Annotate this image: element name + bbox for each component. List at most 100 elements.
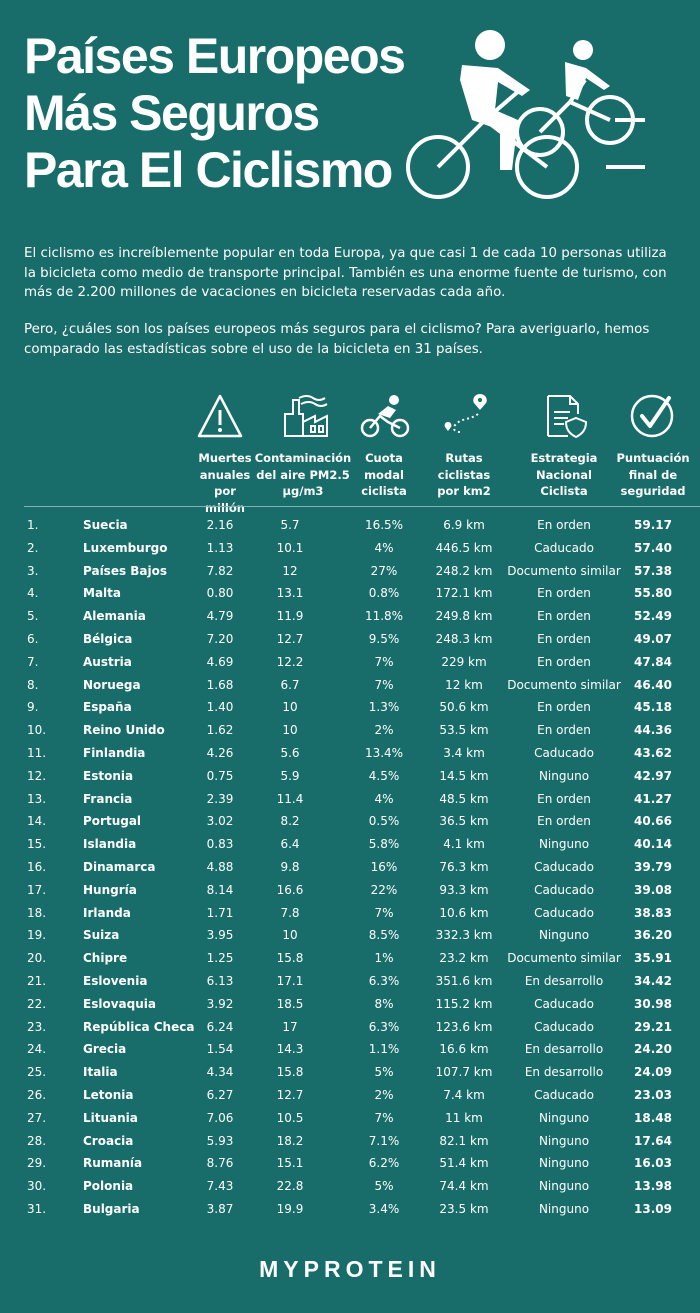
rank-cell: 27. bbox=[27, 1110, 47, 1125]
country-cell: Croacia bbox=[83, 1133, 134, 1148]
rank-cell: 15. bbox=[27, 837, 47, 852]
deaths-cell: 1.13 bbox=[206, 540, 234, 555]
strategy-cell: Caducado bbox=[534, 745, 594, 760]
deaths-cell: 4.69 bbox=[206, 654, 234, 669]
strategy-cell: Ninguno bbox=[538, 1201, 590, 1216]
score-cell: 46.40 bbox=[634, 677, 672, 692]
share-cell: 7% bbox=[374, 654, 394, 669]
score-cell: 24.20 bbox=[634, 1042, 672, 1057]
score-cell: 42.97 bbox=[634, 768, 672, 783]
share-cell: 13.4% bbox=[364, 745, 404, 760]
rank-cell: 8. bbox=[27, 677, 39, 692]
strategy-cell: Ninguno bbox=[538, 1133, 590, 1148]
routes-cell: 11 km bbox=[445, 1110, 483, 1125]
header-divider bbox=[24, 506, 700, 507]
score-cell: 18.48 bbox=[634, 1110, 672, 1125]
country-cell: Reino Unido bbox=[83, 723, 165, 738]
pm25-cell: 19.9 bbox=[276, 1201, 304, 1216]
strategy-cell: Caducado bbox=[534, 996, 594, 1011]
table-row: 4. Malta 0.80 13.1 0.8% 172.1 km En orden 55.80 bbox=[0, 582, 700, 605]
strategy-cell: En orden bbox=[537, 631, 591, 646]
pm25-cell: 17 bbox=[282, 1019, 298, 1034]
deaths-cell: 3.92 bbox=[206, 996, 234, 1011]
table-row: 25. Italia 4.34 15.8 5% 107.7 km En desarrollo… bbox=[0, 1061, 700, 1084]
country-cell: Luxemburgo bbox=[83, 540, 168, 555]
deaths-cell: 0.83 bbox=[206, 837, 234, 852]
table-row: 11. Finlandia 4.26 5.6 13.4% 3.4 km Caducado 43… bbox=[0, 742, 700, 765]
column-header-routes: Rutas ciclistas por km2 bbox=[437, 451, 491, 498]
strategy-cell: Caducado bbox=[534, 1087, 594, 1102]
ranking-table: 1. Suecia 2.16 5.7 16.5% 6.9 km En orden 59.17 2… bbox=[0, 514, 700, 1221]
deaths-cell: 6.27 bbox=[206, 1087, 234, 1102]
routes-cell: 4.1 km bbox=[443, 837, 485, 852]
strategy-cell: Caducado bbox=[534, 859, 594, 874]
strategy-cell: Ninguno bbox=[538, 768, 590, 783]
deaths-cell: 3.87 bbox=[206, 1201, 234, 1216]
table-row: 21. Eslovenia 6.13 17.1 6.3% 351.6 km En desar… bbox=[0, 970, 700, 993]
share-cell: 27% bbox=[370, 563, 398, 578]
table-row: 2. Luxemburgo 1.13 10.1 4% 446.5 km Caducado 57… bbox=[0, 537, 700, 560]
pm25-cell: 9.8 bbox=[280, 859, 300, 874]
score-cell: 59.17 bbox=[634, 518, 672, 532]
deaths-cell: 7.20 bbox=[206, 631, 234, 646]
country-cell: Lituania bbox=[83, 1110, 138, 1125]
routes-cell: 229 km bbox=[441, 654, 487, 669]
routes-cell: 10.6 km bbox=[439, 905, 489, 920]
deaths-cell: 1.68 bbox=[206, 677, 234, 692]
page-title: Países Europeos Más Seguros Para El Cicl… bbox=[24, 28, 424, 199]
share-cell: 4.5% bbox=[368, 768, 400, 783]
routes-cell: 12 km bbox=[445, 677, 483, 692]
share-cell: 7% bbox=[374, 905, 394, 920]
routes-cell: 6.9 km bbox=[443, 518, 485, 532]
routes-cell: 248.3 km bbox=[435, 631, 493, 646]
strategy-cell: Caducado bbox=[534, 1019, 594, 1034]
share-cell: 7.1% bbox=[368, 1133, 400, 1148]
routes-cell: 23.5 km bbox=[439, 1201, 489, 1216]
country-cell: Polonia bbox=[83, 1179, 134, 1194]
column-header-share: Cuota modal ciclista bbox=[361, 451, 407, 498]
table-row: 8. Noruega 1.68 6.7 7% 12 km Documento similar… bbox=[0, 674, 700, 697]
table-row: 26. Letonia 6.27 12.7 2% 7.4 km Caducado 23.03 bbox=[0, 1084, 700, 1107]
column-header-deaths: Muertes anuales por millón bbox=[198, 451, 252, 515]
country-cell: Suiza bbox=[83, 928, 120, 943]
share-cell: 9.5% bbox=[368, 631, 400, 646]
rank-cell: 1. bbox=[27, 518, 39, 532]
title-line-3: Para El Ciclismo bbox=[24, 142, 393, 198]
share-cell: 6.2% bbox=[368, 1156, 400, 1171]
routes-cell: 332.3 km bbox=[435, 928, 493, 943]
table-row: 14. Portugal 3.02 8.2 0.5% 36.5 km En orden 40.… bbox=[0, 810, 700, 833]
share-cell: 0.5% bbox=[368, 814, 400, 829]
rank-cell: 24. bbox=[27, 1042, 47, 1057]
rank-cell: 20. bbox=[27, 951, 47, 966]
score-cell: 40.66 bbox=[634, 814, 672, 829]
column-header-pm25: Contaminación del aire PM2.5 µg/m3 bbox=[254, 451, 352, 498]
routes-cell: 23.2 km bbox=[439, 951, 489, 966]
country-cell: Grecia bbox=[83, 1042, 127, 1057]
table-row: 1. Suecia 2.16 5.7 16.5% 6.9 km En orden 59.17 bbox=[0, 514, 700, 537]
routes-cell: 249.8 km bbox=[435, 609, 493, 624]
deaths-cell: 5.93 bbox=[206, 1133, 234, 1148]
deaths-cell: 0.80 bbox=[206, 586, 234, 601]
table-row: 17. Hungría 8.14 16.6 22% 93.3 km Caducado 39.0… bbox=[0, 879, 700, 902]
table-row: 31. Bulgaria 3.87 19.9 3.4% 23.5 km Ninguno 13.… bbox=[0, 1198, 700, 1221]
rank-cell: 18. bbox=[27, 905, 47, 920]
rank-cell: 2. bbox=[27, 540, 39, 555]
pm25-cell: 11.4 bbox=[276, 791, 304, 806]
share-cell: 4% bbox=[374, 540, 394, 555]
rank-cell: 10. bbox=[27, 723, 47, 738]
pm25-cell: 15.1 bbox=[276, 1156, 304, 1171]
country-cell: Francia bbox=[83, 791, 133, 806]
rank-cell: 31. bbox=[27, 1201, 47, 1216]
score-cell: 43.62 bbox=[634, 745, 672, 760]
deaths-cell: 6.13 bbox=[206, 973, 234, 988]
routes-cell: 51.4 km bbox=[439, 1156, 489, 1171]
score-cell: 44.36 bbox=[634, 723, 672, 738]
deaths-cell: 7.06 bbox=[206, 1110, 234, 1125]
share-cell: 8.5% bbox=[368, 928, 400, 943]
column-header-strategy: Estrategia Nacional Ciclista bbox=[530, 451, 598, 498]
score-cell: 13.98 bbox=[634, 1179, 672, 1194]
score-cell: 55.80 bbox=[634, 586, 672, 601]
rank-cell: 29. bbox=[27, 1156, 47, 1171]
title-line-2: Más Seguros bbox=[24, 85, 320, 141]
pm25-cell: 12.7 bbox=[276, 631, 304, 646]
